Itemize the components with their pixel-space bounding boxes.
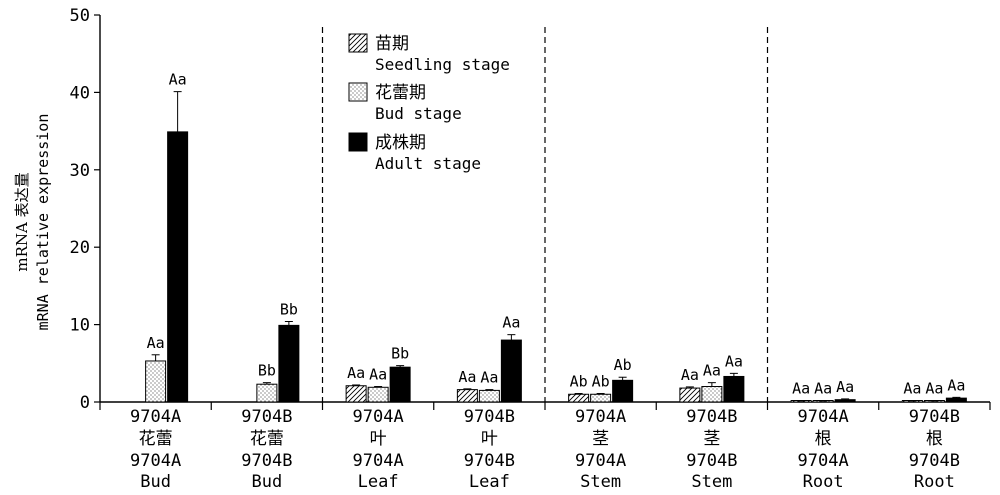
legend-label-cn: 成株期	[375, 133, 426, 153]
significance-label: Ab	[570, 372, 588, 390]
bar	[701, 386, 723, 403]
category-label: Root	[914, 472, 955, 492]
y-axis-label: mRNA 表达量 mRNA relative expression	[13, 114, 52, 331]
bar	[945, 397, 967, 403]
bar	[345, 385, 367, 403]
category-label: 叶	[370, 429, 387, 449]
category-label: 9704A	[575, 407, 626, 427]
significance-label: Aa	[814, 380, 832, 398]
category-label: 茎	[592, 429, 609, 449]
category-label: 9704A	[798, 451, 849, 471]
category-label: 叶	[481, 429, 498, 449]
category-label: 9704B	[909, 451, 960, 471]
category-label: 花蕾	[250, 429, 284, 449]
category-label: Bud	[140, 472, 171, 492]
significance-label: Bb	[391, 345, 409, 363]
legend-label-cn: 花蕾期	[375, 83, 426, 103]
bar	[679, 387, 701, 403]
category-label: 9704B	[464, 451, 515, 471]
significance-label: Bb	[280, 301, 298, 319]
significance-label: Aa	[458, 368, 476, 386]
category-label: 9704A	[353, 451, 404, 471]
category-label: 9704A	[130, 407, 181, 427]
significance-label: Aa	[369, 366, 387, 384]
significance-label: Aa	[925, 380, 943, 398]
y-tick-label: 50	[70, 6, 90, 26]
category-label: 9704B	[909, 407, 960, 427]
significance-label: Aa	[947, 376, 965, 394]
y-tick-label: 20	[70, 238, 90, 258]
significance-label: Aa	[169, 71, 187, 89]
legend-label-en: Seedling stage	[375, 55, 510, 74]
category-label: 9704B	[241, 407, 292, 427]
legend-swatch	[348, 33, 368, 53]
category-label: Bud	[252, 472, 283, 492]
category-labels: 9704A花蕾9704ABud9704B花蕾9704BBud9704A叶9704…	[130, 407, 960, 492]
legend-label-cn: 苗期	[375, 34, 409, 54]
significance-label: Aa	[147, 334, 165, 352]
y-axis-label-en: mRNA relative expression	[34, 114, 52, 331]
y-axis-label-cn: mRNA 表达量	[13, 172, 31, 271]
category-label: 9704B	[686, 451, 737, 471]
bar	[612, 379, 634, 403]
category-label: 9704A	[130, 451, 181, 471]
bar	[456, 389, 478, 403]
legend-swatch	[348, 82, 368, 102]
y-tick-label: 30	[70, 161, 90, 181]
category-label: Leaf	[469, 472, 510, 492]
bar	[145, 360, 167, 403]
category-label: 9704A	[575, 451, 626, 471]
y-tick-label: 40	[70, 83, 90, 103]
significance-label: Aa	[480, 369, 498, 387]
bar	[834, 399, 856, 403]
bar	[723, 375, 745, 403]
significance-label: Ab	[592, 372, 610, 390]
bar	[167, 131, 189, 403]
bar	[389, 366, 411, 403]
legend-label-en: Bud stage	[375, 104, 462, 123]
significance-label: Bb	[258, 362, 276, 380]
y-tick-label: 10	[70, 316, 90, 336]
bar	[590, 393, 612, 403]
legend-swatch	[348, 132, 368, 152]
significance-label: Aa	[725, 352, 743, 370]
category-label: 9704A	[353, 407, 404, 427]
bar	[367, 386, 389, 403]
significance-label: Ab	[614, 356, 632, 374]
significance-label: Aa	[347, 364, 365, 382]
axes: 0 10 20 30 40 50	[70, 6, 991, 413]
significance-label: Aa	[703, 362, 721, 380]
category-label: 根	[815, 429, 832, 449]
bar	[568, 393, 590, 403]
legend-label-en: Adult stage	[375, 154, 481, 173]
category-label: 9704B	[464, 407, 515, 427]
significance-label: Aa	[792, 380, 810, 398]
category-label: Leaf	[358, 472, 399, 492]
y-tick-label: 0	[80, 393, 90, 413]
category-label: 9704B	[686, 407, 737, 427]
significance-label: Aa	[681, 366, 699, 384]
category-label: Stem	[691, 472, 732, 492]
category-label: 根	[926, 429, 943, 449]
category-label: 9704A	[798, 407, 849, 427]
bar	[256, 383, 278, 403]
category-label: 花蕾	[139, 429, 173, 449]
category-label: 9704B	[241, 451, 292, 471]
bar	[478, 389, 500, 403]
category-label: Stem	[580, 472, 621, 492]
significance-label: Aa	[836, 378, 854, 396]
significance-label: Aa	[903, 380, 921, 398]
category-label: Root	[803, 472, 844, 492]
bar	[278, 324, 300, 403]
bar	[500, 339, 522, 403]
significance-label: Aa	[502, 314, 520, 332]
separator-lines	[321, 27, 769, 402]
category-label: 茎	[703, 429, 720, 449]
